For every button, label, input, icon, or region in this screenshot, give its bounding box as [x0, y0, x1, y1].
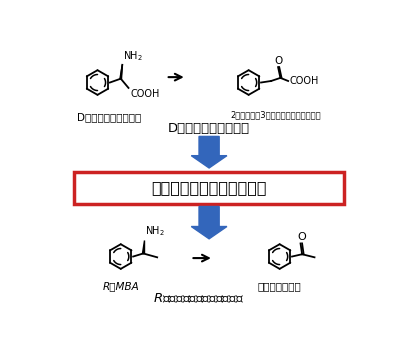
Text: 2－オキソ－3－フェニルプロピオン酸: 2－オキソ－3－フェニルプロピオン酸 — [231, 110, 321, 119]
Text: COOH: COOH — [290, 76, 319, 86]
Text: アセトフェノン: アセトフェノン — [258, 281, 302, 291]
Text: D－アミノ酸酸化酵素: D－アミノ酸酸化酵素 — [168, 122, 250, 135]
Text: たんぱく質工学による改変: たんぱく質工学による改変 — [151, 181, 267, 195]
Text: $\it{R}$立体選択的アミン酸化酵素: $\it{R}$立体選択的アミン酸化酵素 — [153, 292, 244, 305]
Polygon shape — [120, 65, 122, 79]
Text: NH$_2$: NH$_2$ — [123, 50, 143, 63]
Text: COOH: COOH — [130, 90, 160, 99]
FancyArrow shape — [191, 136, 227, 168]
Polygon shape — [142, 240, 144, 253]
FancyBboxPatch shape — [74, 172, 344, 204]
Text: O: O — [297, 232, 306, 242]
Text: D－フェニルアラニン: D－フェニルアラニン — [77, 112, 141, 122]
Text: NH$_2$: NH$_2$ — [145, 224, 165, 238]
FancyArrow shape — [191, 206, 227, 239]
Text: R－MBA: R－MBA — [102, 281, 139, 291]
Text: O: O — [274, 56, 283, 65]
